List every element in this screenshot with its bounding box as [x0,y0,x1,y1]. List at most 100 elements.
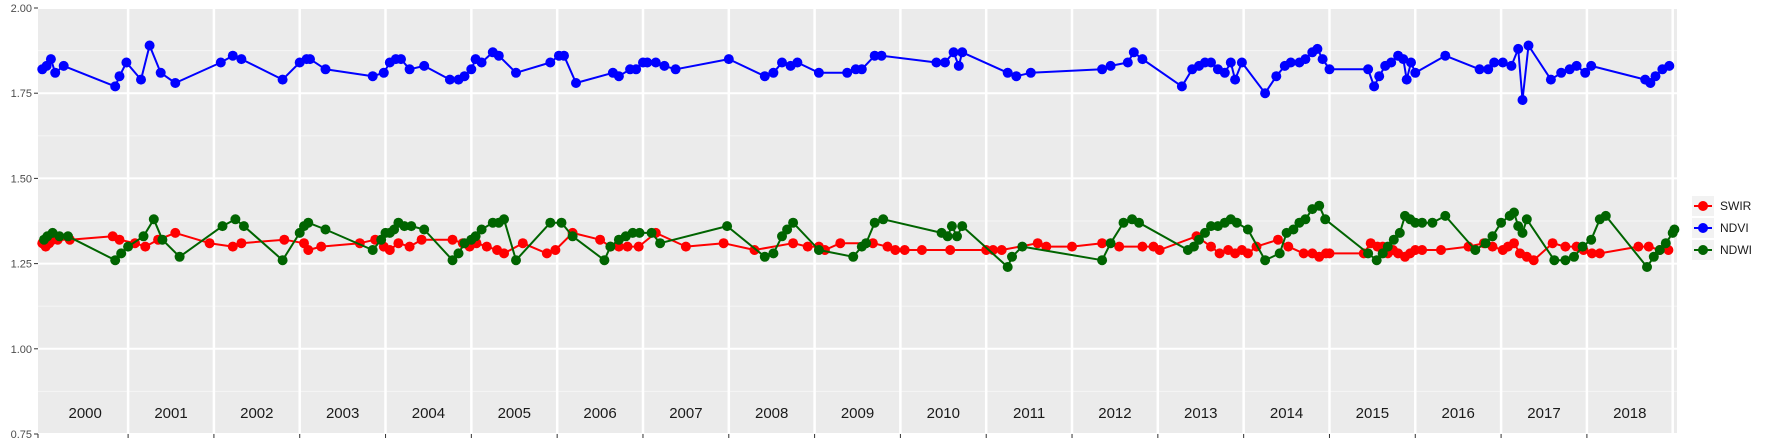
ndwi-point [768,248,779,259]
ndvi-point [1369,81,1380,92]
ndwi-point [157,234,168,245]
ndvi-point [670,64,681,75]
ndwi-point [782,224,793,235]
ndvi-point [777,57,787,68]
ndwi-series [39,200,1680,272]
ndvi-point [144,40,155,51]
swir-point [595,234,606,245]
ndwi-point [1470,245,1481,255]
ndwi-point [1200,227,1210,238]
ndvi-point [1374,71,1385,82]
ndvi-point [876,50,887,61]
ndvi-point [1128,47,1139,58]
swir-point [303,245,314,255]
ndvi-point [1176,81,1187,92]
ndvi-legend-label: NDVI [1720,221,1749,235]
ndwi-point [230,214,241,225]
swir-point [481,241,492,252]
ndvi-point [121,57,132,68]
ndwi-point [138,231,149,242]
swir-point [140,241,151,252]
year-label: 2012 [1098,405,1131,422]
ndwi-legend-label: NDWI [1720,243,1752,257]
ndwi-point [1260,255,1271,266]
ndvi-point [170,78,181,88]
ndwi-point [1521,214,1532,225]
ndwi-point [848,251,859,262]
ndwi-point [499,214,509,225]
swir-point [416,234,427,245]
ndwi-point [952,231,962,242]
ndwi-point [1577,241,1588,252]
year-label: 2011 [1013,405,1045,422]
ndwi-point [1274,248,1285,259]
ndwi-point [777,231,787,242]
ndwi-legend-marker [1698,245,1708,255]
swir-point [550,245,561,255]
swir-legend-marker [1698,201,1708,211]
swir-point [1417,245,1428,255]
ndwi-point [599,255,610,266]
ndvi-point [842,67,853,78]
ndvi-point [476,57,487,68]
swir-point [279,234,290,245]
year-label: 2003 [326,405,359,422]
ndvi-point [723,54,734,65]
swir-point [945,245,956,255]
year-labels: 2000 2001 2002 2003 2004 2005 2006 2007 2008 2009… [69,405,1647,422]
ndvi-point [1025,67,1036,78]
ndvi-point [1206,57,1216,68]
ndvi-point [404,64,415,75]
ndvi-point [631,64,642,75]
y-tick-label: 1.75 [11,88,32,100]
ndwi-point [1382,241,1393,252]
ndvi-point [559,50,569,61]
ndvi-point [1137,54,1148,65]
ndvi-point [1580,67,1591,78]
y-tick-label: 1.00 [11,344,32,356]
ndwi-point [1363,248,1374,259]
ndvi-point [367,71,378,82]
ndwi-point [813,245,824,255]
ndvi-point [1285,57,1296,68]
ndwi-point [942,231,953,242]
swir-point [718,238,729,249]
swir-point [316,241,327,252]
ndwi-point [1600,210,1611,221]
swir-legend-label: SWIR [1720,199,1752,213]
ndwi-point [1242,224,1253,235]
swir-point [1633,241,1644,252]
year-label: 2018 [1613,405,1646,422]
swir-point [1547,238,1558,249]
ndvi-point [1664,60,1675,71]
ndvi-point [1410,67,1421,78]
ndwi-point [1417,217,1428,228]
swir-point [680,241,691,252]
ndvi-series [37,40,1675,105]
ndvi-point [1011,71,1022,82]
ndwi-point [722,221,733,232]
ndvi-point [940,57,950,68]
ndwi-point [1480,238,1491,249]
ndwi-point [1134,217,1144,228]
ndwi-point [545,217,556,228]
ndwi-point [303,217,314,228]
ndvi-point [1645,78,1656,88]
ndvi-point [58,60,69,71]
ndwi-point [1496,217,1507,228]
ndwi-point [1314,200,1325,211]
ndvi-point [1483,64,1494,75]
ndvi-point [1225,57,1236,68]
swir-point [1324,248,1335,259]
swir-point [899,245,910,255]
swir-point [996,245,1007,255]
ndvi-point [419,60,430,71]
swir-point [835,238,846,249]
swir-point [541,248,552,259]
ndvi-point [1571,60,1582,71]
swir-point [1242,248,1253,259]
ndwi-point [1669,224,1680,235]
ndwi-point [1654,245,1665,255]
swir-point [633,241,644,252]
ndwi-point [1002,262,1013,272]
